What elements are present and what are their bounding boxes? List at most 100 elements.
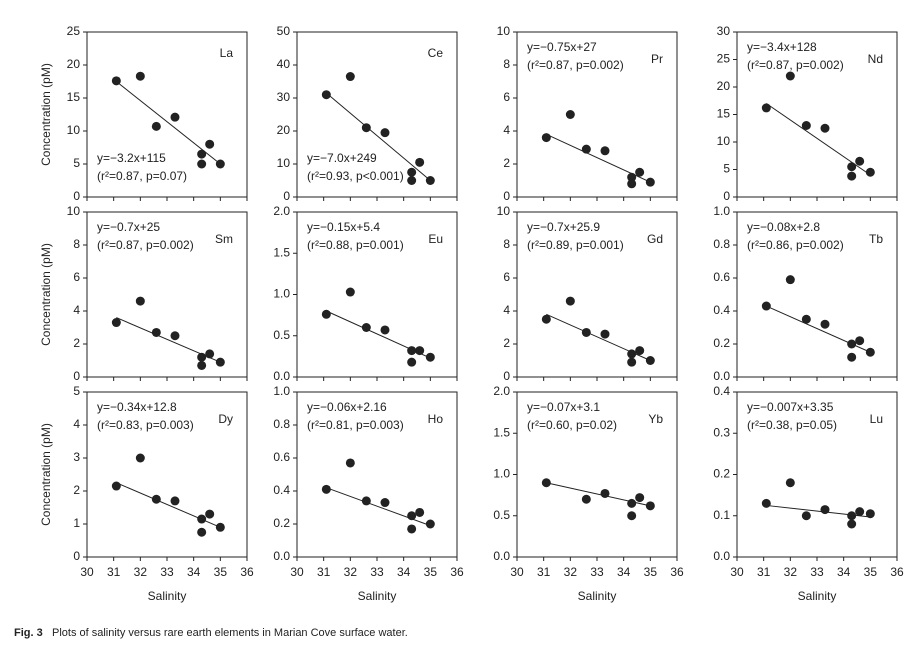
- y-tick-label: 2.0: [493, 384, 510, 398]
- data-point: [847, 511, 857, 521]
- y-tick-label: 20: [277, 123, 291, 137]
- data-point: [151, 121, 161, 131]
- y-tick-label: 1.0: [493, 467, 510, 481]
- data-point: [785, 275, 795, 285]
- data-point: [380, 498, 390, 508]
- data-point: [847, 519, 857, 529]
- y-axis-label: Concentration (pM): [39, 423, 53, 526]
- data-point: [407, 167, 417, 177]
- x-tick-label: 34: [837, 565, 851, 579]
- x-tick-label: 32: [344, 565, 358, 579]
- x-tick-label: 34: [397, 565, 411, 579]
- data-point: [170, 112, 180, 122]
- caption-label: Fig. 3: [14, 627, 43, 639]
- fit-stats: (r²=0.89, p=0.001): [527, 238, 624, 252]
- y-tick-label: 0: [503, 369, 510, 383]
- y-tick-label: 0: [73, 549, 80, 563]
- y-tick-label: 4: [503, 123, 510, 137]
- y-tick-label: 6: [503, 90, 510, 104]
- fit-stats: (r²=0.87, p=0.002): [527, 58, 624, 72]
- data-point: [170, 496, 180, 506]
- equation: y=−7.0x+249: [307, 151, 377, 165]
- data-point: [170, 331, 180, 341]
- data-point: [635, 167, 645, 177]
- element-label: Tb: [869, 232, 883, 246]
- y-tick-label: 10: [277, 156, 291, 170]
- y-tick-label: 1.0: [713, 204, 730, 218]
- data-point: [600, 488, 610, 498]
- element-label: Ce: [428, 46, 444, 60]
- data-point: [345, 72, 355, 82]
- y-tick-label: 2.0: [273, 204, 290, 218]
- y-tick-label: 25: [67, 24, 81, 38]
- element-label: Yb: [648, 412, 663, 426]
- x-tick-label: 32: [134, 565, 148, 579]
- fit-stats: (r²=0.81, p=0.003): [307, 418, 404, 432]
- y-tick-label: 10: [497, 204, 511, 218]
- data-point: [627, 498, 637, 508]
- data-point: [627, 172, 637, 182]
- data-point: [627, 511, 637, 521]
- fit-stats: (r²=0.60, p=0.02): [527, 418, 617, 432]
- y-tick-label: 0: [503, 189, 510, 203]
- data-point: [197, 527, 207, 537]
- element-label: Lu: [870, 412, 883, 426]
- data-point: [847, 162, 857, 172]
- element-label: Sm: [215, 232, 233, 246]
- fit-stats: (r²=0.87, p=0.002): [747, 58, 844, 72]
- y-tick-label: 2: [73, 336, 80, 350]
- x-tick-label: 30: [80, 565, 94, 579]
- equation: y=−0.06x+2.16: [307, 400, 387, 414]
- data-point: [205, 139, 215, 149]
- y-tick-label: 5: [723, 162, 730, 176]
- data-point: [820, 319, 830, 329]
- data-point: [321, 90, 331, 100]
- data-point: [801, 314, 811, 324]
- x-tick-label: 33: [160, 565, 174, 579]
- data-point: [627, 357, 637, 367]
- data-point: [135, 453, 145, 463]
- element-label: La: [220, 46, 234, 60]
- y-tick-label: 15: [67, 90, 81, 104]
- y-tick-label: 8: [73, 237, 80, 251]
- y-tick-label: 1.5: [493, 425, 510, 439]
- data-point: [627, 349, 637, 359]
- data-point: [205, 509, 215, 519]
- data-point: [407, 357, 417, 367]
- y-tick-label: 3: [73, 450, 80, 464]
- x-tick-label: 31: [107, 565, 121, 579]
- y-tick-label: 0.6: [273, 450, 290, 464]
- y-tick-label: 0.8: [713, 237, 730, 251]
- y-tick-label: 1: [73, 516, 80, 530]
- data-point: [581, 494, 591, 504]
- data-point: [645, 356, 655, 365]
- fit-stats: (r²=0.86, p=0.002): [747, 238, 844, 252]
- y-tick-label: 4: [73, 303, 80, 317]
- y-tick-label: 10: [67, 123, 81, 137]
- data-point: [847, 339, 857, 349]
- data-point: [321, 309, 331, 319]
- fit-stats: (r²=0.87, p=0.07): [97, 169, 187, 183]
- y-tick-label: 0: [73, 369, 80, 383]
- data-point: [761, 301, 771, 311]
- y-tick-label: 0.0: [713, 369, 730, 383]
- data-point: [541, 478, 551, 488]
- equation: y=−0.7x+25.9: [527, 220, 600, 234]
- element-label: Nd: [868, 52, 883, 66]
- y-tick-label: 25: [717, 52, 731, 66]
- data-point: [407, 346, 417, 356]
- data-point: [565, 110, 575, 119]
- data-point: [645, 501, 655, 511]
- data-point: [761, 103, 771, 113]
- x-tick-label: 32: [564, 565, 578, 579]
- data-point: [820, 505, 830, 515]
- trend-line: [326, 92, 431, 181]
- data-point: [197, 514, 207, 524]
- data-point: [645, 177, 655, 187]
- x-tick-label: 35: [864, 565, 878, 579]
- data-point: [361, 323, 371, 332]
- data-point: [785, 478, 795, 488]
- x-tick-label: 34: [187, 565, 201, 579]
- equation: y=−3.2x+115: [97, 151, 166, 165]
- data-point: [600, 146, 610, 156]
